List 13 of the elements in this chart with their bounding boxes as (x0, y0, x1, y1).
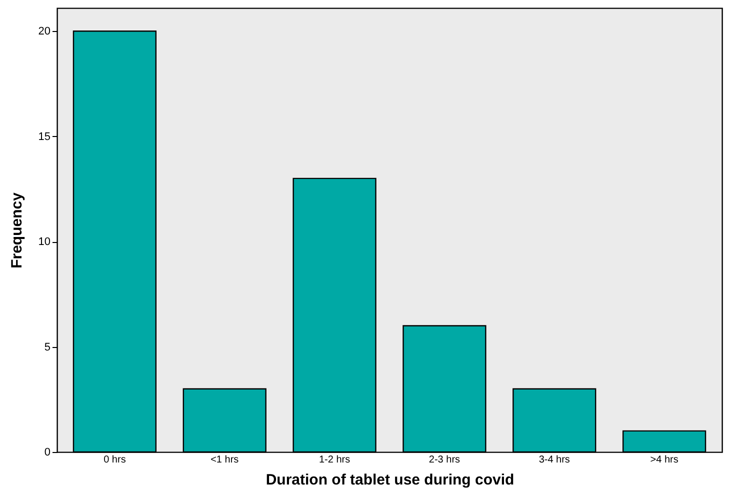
y-tick-label: 15 (38, 130, 50, 143)
x-tick-label: 3-4 hrs (538, 454, 570, 466)
y-tick-label: 10 (38, 236, 50, 248)
y-tick-label: 0 (44, 446, 50, 458)
y-axis-title: Frequency (8, 192, 26, 268)
x-tick-label: >4 hrs (650, 454, 678, 466)
x-tick-label: 1-2 hrs (318, 454, 350, 466)
y-tick-label: 5 (44, 341, 50, 354)
x-tick-label: <1 hrs (210, 454, 239, 466)
y-tick-label: 20 (38, 26, 50, 38)
x-axis-title: Duration of tablet use during covid (266, 472, 514, 488)
x-tick-label: 2-3 hrs (428, 454, 460, 466)
x-tick-label: 0 hrs (104, 454, 126, 466)
